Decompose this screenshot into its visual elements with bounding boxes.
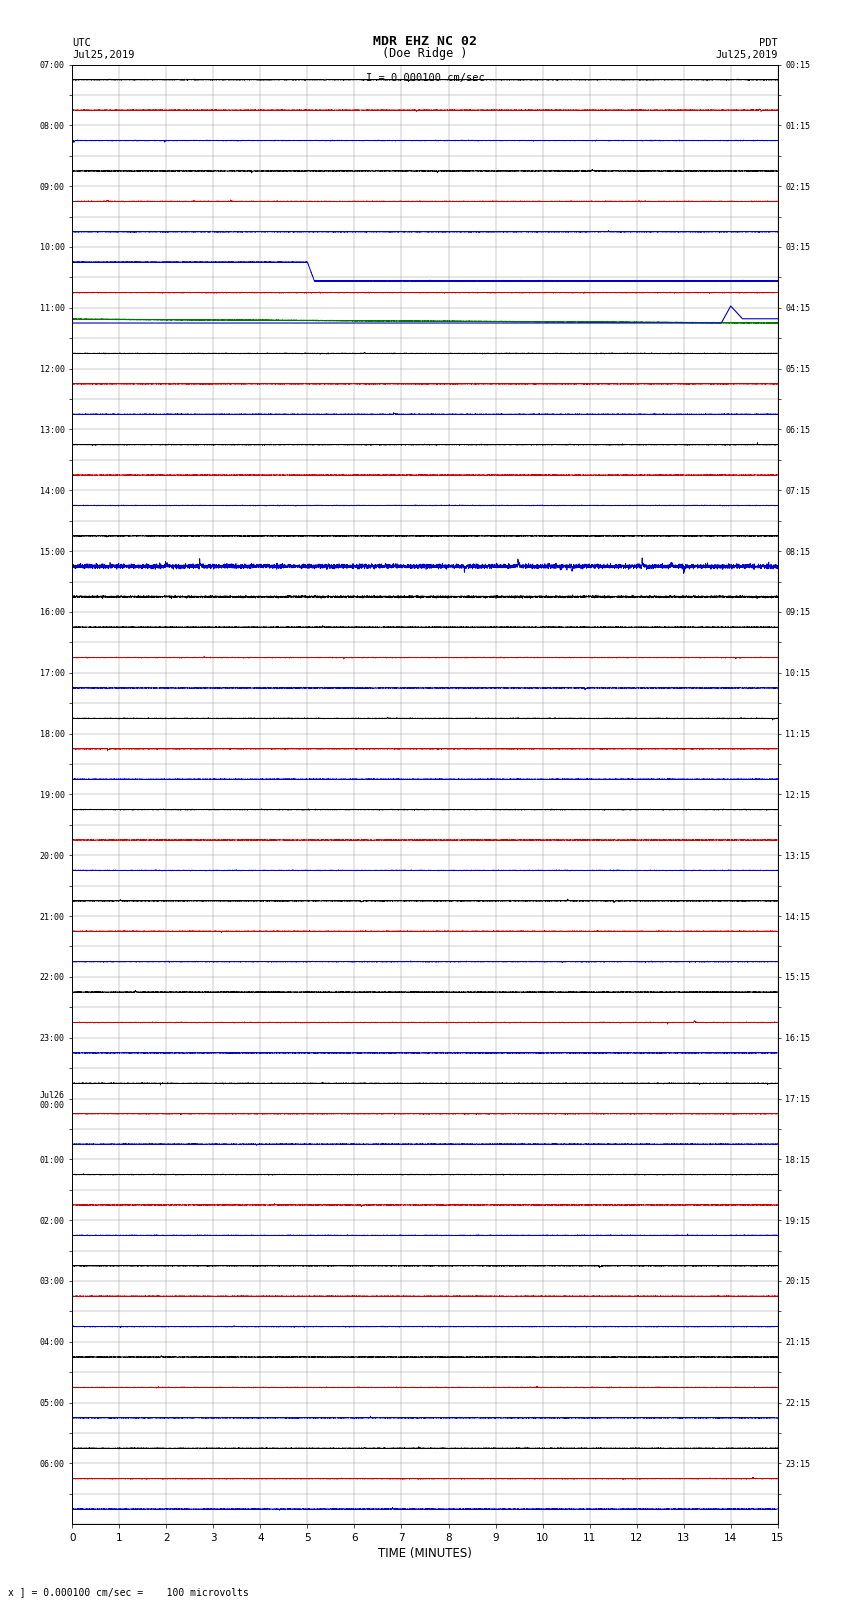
Text: x ] = 0.000100 cm/sec =    100 microvolts: x ] = 0.000100 cm/sec = 100 microvolts xyxy=(8,1587,249,1597)
Text: Jul25,2019: Jul25,2019 xyxy=(72,50,135,60)
X-axis label: TIME (MINUTES): TIME (MINUTES) xyxy=(378,1547,472,1560)
Text: I = 0.000100 cm/sec: I = 0.000100 cm/sec xyxy=(366,73,484,82)
Text: (Doe Ridge ): (Doe Ridge ) xyxy=(382,47,468,60)
Text: Jul25,2019: Jul25,2019 xyxy=(715,50,778,60)
Text: PDT: PDT xyxy=(759,39,778,48)
Text: MDR EHZ NC 02: MDR EHZ NC 02 xyxy=(373,35,477,48)
Text: UTC: UTC xyxy=(72,39,91,48)
